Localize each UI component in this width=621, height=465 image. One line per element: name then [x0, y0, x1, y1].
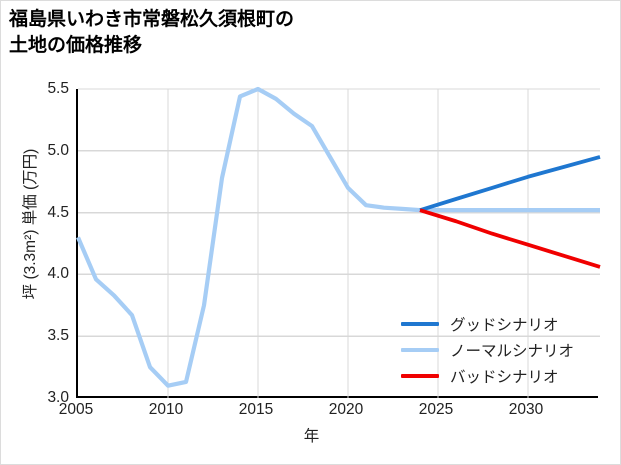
legend-color-swatch — [401, 322, 439, 326]
x-tick-label: 2030 — [508, 401, 544, 418]
legend-color-swatch — [401, 348, 439, 352]
x-tick-label: 2015 — [238, 401, 274, 418]
x-tick-label: 2010 — [148, 401, 184, 418]
chart-legend: グッドシナリオ ノーマルシナリオ バッドシナリオ — [401, 311, 601, 389]
x-tick-label: 2005 — [58, 401, 94, 418]
legend-label: バッドシナリオ — [450, 369, 559, 386]
y-tick-label: 3.5 — [47, 327, 69, 345]
y-tick-label: 4.0 — [47, 265, 69, 283]
legend-label: グッドシナリオ — [450, 317, 559, 334]
x-axis-title: 年 — [303, 428, 320, 445]
series-line-bad — [419, 208, 601, 269]
series-line-normal — [76, 86, 600, 388]
y-axis-title: 坪 (3.3m²) 単価 (万円) — [22, 148, 39, 300]
legend-label: ノーマルシナリオ — [450, 343, 575, 360]
y-tick-label: 5.5 — [47, 80, 69, 97]
y-axis-tick-labels: 3.0 3.5 4.0 4.5 5.0 5.5 — [21, 1, 69, 464]
legend-color-swatch — [401, 374, 439, 378]
series-line-good — [419, 155, 601, 212]
x-tick-label: 2025 — [418, 401, 454, 418]
legend-item[interactable]: バッドシナリオ — [401, 363, 601, 389]
x-tick-label: 2020 — [328, 401, 364, 418]
y-tick-label: 5.0 — [47, 141, 69, 159]
plot-svg — [76, 86, 601, 398]
y-tick-label: 3.0 — [47, 389, 69, 406]
y-tick-label: 4.5 — [47, 203, 69, 221]
plot-area — [76, 86, 601, 398]
chart-title: 福島県いわき市常磐松久須根町の 土地の価格推移 — [9, 9, 295, 56]
series-lines — [76, 86, 601, 388]
legend-item[interactable]: グッドシナリオ — [401, 311, 601, 337]
legend-item[interactable]: ノーマルシナリオ — [401, 337, 601, 363]
